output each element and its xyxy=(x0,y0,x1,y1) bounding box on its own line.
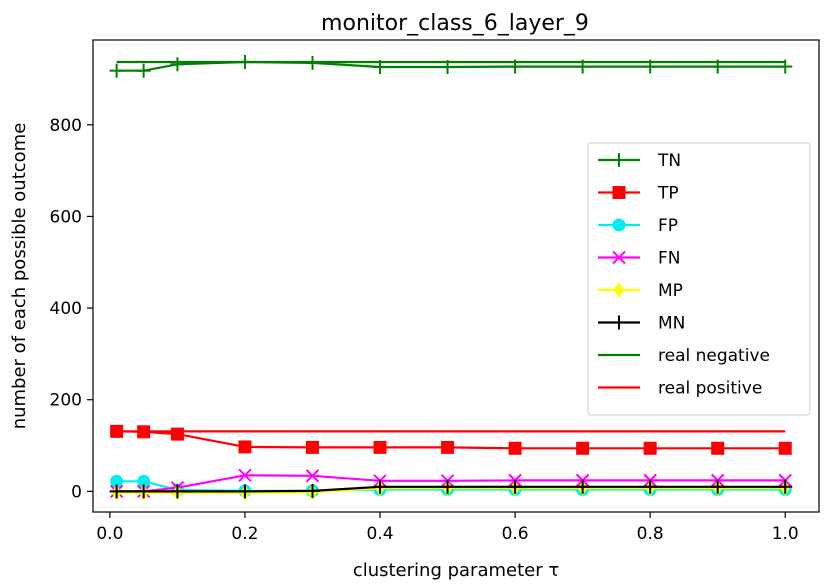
x-tick-label: 0.0 xyxy=(96,524,123,544)
legend-marker xyxy=(614,282,624,298)
legend-item-real-negative: real negative xyxy=(598,346,770,366)
legend-item-tp: TP xyxy=(598,184,679,204)
y-axis-label: number of each possible outcome xyxy=(9,123,30,430)
data-point-tn xyxy=(508,59,523,74)
legend-box xyxy=(587,142,811,416)
chart-title: monitor_class_6_layer_9 xyxy=(321,11,589,36)
series-fn-line xyxy=(116,474,786,493)
data-point-tp xyxy=(305,440,319,454)
data-point-tn xyxy=(778,59,793,74)
legend-marker xyxy=(612,218,626,232)
series-mn xyxy=(109,479,793,499)
x-tick-label: 0.2 xyxy=(231,524,258,544)
legend-item-fp: FP xyxy=(598,216,678,236)
data-point-mn xyxy=(136,484,151,499)
x-tick-label: 1.0 xyxy=(772,524,799,544)
x-tick-label: 0.6 xyxy=(502,524,529,544)
legend-marker xyxy=(612,153,626,167)
legend: TN TP FP FN MP MN real negative real positive xyxy=(587,142,811,416)
data-point-fp xyxy=(110,474,124,488)
x-axis-label: clustering parameter τ xyxy=(353,560,559,581)
legend-label: FP xyxy=(658,216,678,236)
data-point-fn xyxy=(238,468,252,483)
data-point-tp xyxy=(441,440,455,454)
legend-label: FN xyxy=(658,249,681,269)
legend-label: TP xyxy=(657,184,679,204)
data-point-tn xyxy=(109,63,124,78)
y-tick-label: 600 xyxy=(50,207,82,227)
data-point-mn xyxy=(109,484,124,499)
x-tick-label: 0.4 xyxy=(366,524,393,544)
data-point-tp xyxy=(137,425,151,439)
series-tn xyxy=(109,54,793,78)
y-tick-label: 400 xyxy=(50,299,82,319)
legend-item-tn: TN xyxy=(598,151,681,171)
data-point-tp xyxy=(170,427,184,441)
data-point-tn xyxy=(373,60,388,75)
y-tick-label: 0 xyxy=(71,482,82,502)
data-point-mn xyxy=(373,479,388,494)
legend-item-mp: MP xyxy=(598,281,683,301)
data-point-mn xyxy=(778,479,793,494)
data-point-tp xyxy=(643,441,657,455)
legend-marker xyxy=(612,186,626,199)
legend-marker xyxy=(612,250,626,265)
data-point-mn xyxy=(305,483,320,498)
plot-frame xyxy=(92,39,820,513)
legend-label: MP xyxy=(658,281,683,301)
data-point-tp xyxy=(711,441,725,455)
data-point-tp xyxy=(238,440,252,454)
legend-label: real positive xyxy=(658,379,762,399)
data-point-tn xyxy=(643,59,658,74)
data-point-mn xyxy=(508,479,523,494)
data-point-tp xyxy=(373,440,387,454)
data-point-tp xyxy=(576,441,590,455)
series-tn-line xyxy=(116,60,786,72)
data-point-tp xyxy=(110,424,124,438)
data-point-tn xyxy=(575,59,590,74)
series-mp-line xyxy=(116,487,786,494)
data-point-fn xyxy=(305,469,320,483)
data-point-mn xyxy=(237,484,252,499)
data-point-fp xyxy=(137,474,151,488)
legend-label: TN xyxy=(657,151,681,171)
legend-item-real-positive: real positive xyxy=(598,379,762,399)
legend-marker xyxy=(612,315,626,330)
legend-label: real negative xyxy=(658,346,770,366)
data-point-tn xyxy=(237,54,252,69)
data-point-tp xyxy=(508,441,522,455)
data-point-tn xyxy=(710,59,725,74)
data-point-mn xyxy=(170,484,185,499)
y-tick-label: 200 xyxy=(50,391,82,411)
series-tp xyxy=(110,424,792,455)
legend-item-mn: MN xyxy=(598,314,685,334)
data-point-mn xyxy=(575,479,590,494)
x-tick-label: 0.8 xyxy=(637,524,664,544)
data-point-tn xyxy=(305,55,320,70)
data-point-mn xyxy=(643,479,658,494)
data-point-tn xyxy=(440,60,455,75)
data-point-mn xyxy=(710,479,725,494)
data-point-mn xyxy=(440,479,455,494)
y-tick-label: 800 xyxy=(50,116,82,136)
data-point-tn xyxy=(136,63,151,78)
data-point-tp xyxy=(778,441,792,455)
data-point-tn xyxy=(170,57,185,72)
legend-item-fn: FN xyxy=(598,249,681,269)
legend-label: MN xyxy=(658,314,685,334)
